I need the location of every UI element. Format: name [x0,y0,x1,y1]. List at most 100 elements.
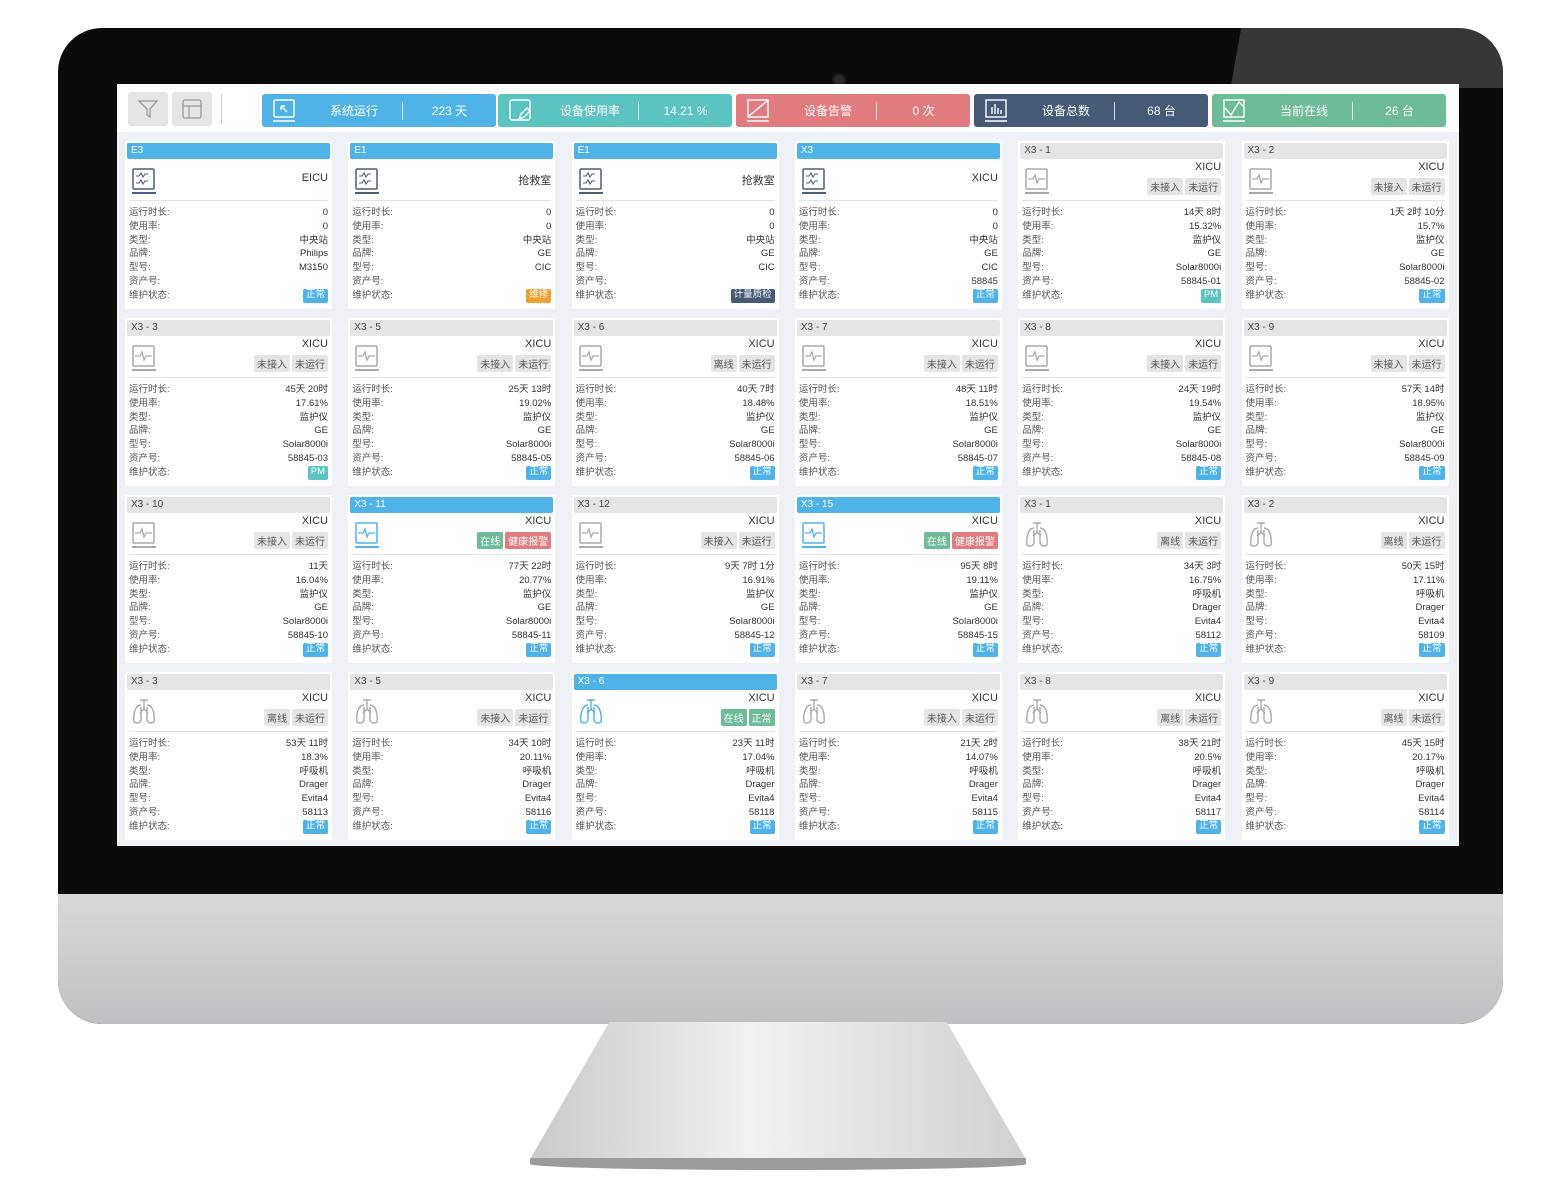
field-label: 维护状态: [352,289,393,301]
card-title: X3 - 5 [350,320,554,336]
device-card[interactable]: X3 XICU 运行时长: 0 使用率: 0 类型: 中央站 品牌: GE 型号: CIC 资产号: 58… [794,141,1002,309]
layout-icon [182,99,202,119]
field-value: 14.07% [965,751,998,763]
device-card[interactable]: X3 - 2 XICU 离线 未运行 运行时长: 50天 15时 使用率: 17.11% 类型:… [1241,495,1449,663]
device-card[interactable]: X3 - 8 XICU 未接入 未运行 运行时长: 24天 19时 使用率: 19.54% 类型… [1018,318,1226,486]
device-card[interactable]: X3 - 3 XICU 未接入 未运行 运行时长: 45天 20时 使用率: 17.61% 类型… [125,318,332,486]
field-label: 品牌: [1022,248,1044,260]
field-row: 运行时长: 48天 11时 [799,383,998,397]
field-row: 使用率: 17.11% [1246,574,1445,588]
device-card[interactable]: X3 - 15 XICU 在线 健康报警 运行时长: 95天 8时 使用率: 19.11% 类型… [794,495,1002,663]
monitor-chin [58,894,1503,1024]
field-label: 型号: [798,262,821,274]
field-value: 9天 7时 1分 [724,561,775,572]
field-label: 资产号: [1022,806,1054,818]
ventilator-icon [354,698,380,731]
device-card[interactable]: X3 - 10 XICU 未接入 未运行 运行时长: 11天 使用率: 16.04% 类型: 监护… [125,495,332,663]
field-label: 资产号: [1245,629,1277,641]
field-label: 类型: [129,588,151,600]
device-card[interactable]: X3 - 9 XICU 离线 未运行 运行时长: 45天 15时 使用率: 20.17% 类型:… [1241,672,1449,840]
field-row: 维护状态: 正常 [576,642,775,657]
card-title: X3 - 8 [1020,320,1224,336]
line-chart-icon [1212,98,1256,124]
card-fields: 运行时长: 0 使用率: 0 类型: 中央站 品牌: GE 型号: CIC 资产号: 维护状态: 计量质… [576,206,775,303]
field-label: 品牌: [1022,602,1044,614]
field-value: 58113 [302,806,328,818]
field-value: 1天 2时 10分 [1389,207,1445,218]
field-value: GE [1207,248,1222,260]
status-tag: 未运行 [515,355,552,372]
stat-label: 当前在线 [1279,104,1328,118]
field-value: 0 [322,220,328,232]
field-row: 维护状态: 正常 [1022,642,1222,657]
field-label: 类型: [352,765,374,777]
device-card[interactable]: X3 - 1 XICU 离线 未运行 运行时长: 34天 3时 使用率: 16.75% 类型: 呼… [1018,495,1226,663]
device-card[interactable]: E1 抢救室 运行时长: 0 使用率: 0 类型: 中央站 品牌: GE 型号: CIC 资产号: 维护状… [571,141,779,309]
field-row: 运行时长: 34天 3时 [1022,560,1221,574]
card-fields: 运行时长: 50天 15时 使用率: 17.11% 类型: 呼吸机 品牌: Drager 型号:… [1246,560,1445,657]
field-value: 58114 [1418,806,1445,818]
status-tag: 在线 [720,709,747,726]
status-tag: 离线 [1380,532,1407,549]
field-row: 资产号: 58845-08 [1022,452,1221,466]
status-tag: 未运行 [738,355,775,372]
field-row: 型号: Solar8000i [576,438,775,452]
field-row: 品牌: Drager [576,778,775,792]
field-value: 监护仪 [1415,234,1445,246]
device-card[interactable]: X3 - 8 XICU 离线 未运行 运行时长: 38天 21时 使用率: 20.5% 类型: 呼… [1018,672,1226,840]
device-card[interactable]: X3 - 5 XICU 未接入 未运行 运行时长: 34天 10时 使用率: 20.11% 类型… [348,672,556,840]
device-card[interactable]: X3 - 7 XICU 未接入 未运行 运行时长: 21天 2时 使用率: 14.07% 类型:… [794,672,1002,840]
field-value: Evita4 [971,793,998,805]
field-row: 使用率: 17.61% [129,397,328,411]
device-card[interactable]: X3 - 5 XICU 未接入 未运行 运行时长: 25天 13时 使用率: 19.02% 类型… [348,318,556,486]
device-card[interactable]: X3 - 6 XICU 离线 未运行 运行时长: 40天 7时 使用率: 18.48% 类型: 监… [571,318,779,486]
field-label: 运行时长: [352,738,393,749]
card-fields: 运行时长: 1天 2时 10分 使用率: 15.7% 类型: 监护仪 品牌: GE 型号: Sol… [1246,206,1445,303]
card-tags: 未接入 未运行 [477,355,552,372]
field-row: 型号: Solar8000i [129,438,328,452]
field-row: 类型: 监护仪 [1022,411,1221,425]
field-value: 17.61% [295,397,328,409]
stat-3[interactable]: 设备告警 0 次 [736,94,970,127]
device-card[interactable]: X3 - 1 XICU 未接入 未运行 运行时长: 14天 8时 使用率: 15.32% 类型:… [1018,141,1226,309]
device-card[interactable]: X3 - 2 XICU 未接入 未运行 运行时长: 1天 2时 10分 使用率: 15.7% 类… [1241,141,1449,309]
field-row: 型号: Evita4 [129,792,328,806]
field-label: 资产号: [575,629,607,641]
field-value: 18.3% [301,751,328,763]
device-card[interactable]: X3 - 12 XICU 未接入 未运行 运行时长: 9天 7时 1分 使用率: 16.91%… [571,495,779,663]
field-row: 型号: Solar8000i [352,615,551,629]
field-label: 品牌: [1245,779,1268,791]
device-card[interactable]: X3 - 9 XICU 未接入 未运行 运行时长: 57天 14时 使用率: 18.95% 类型… [1241,318,1449,486]
device-card[interactable]: X3 - 3 XICU 离线 未运行 运行时长: 53天 11时 使用率: 18.3% 类型: 呼… [125,672,332,840]
device-card[interactable]: X3 - 6 XICU 在线 正常 运行时长: 23天 11时 使用率: 17.04% 类型: 呼… [571,672,779,840]
stat-5[interactable]: 当前在线 26 台 [1212,94,1446,127]
card-tags: 未接入 未运行 [1370,178,1445,195]
stat-4[interactable]: 设备总数 68 台 [974,94,1208,127]
field-value: 0 [546,207,552,218]
field-value: 45天 15时 [1401,738,1445,749]
field-label: 型号: [129,793,151,805]
device-card[interactable]: E3 EICU 运行时长: 0 使用率: 0 类型: 中央站 品牌: Philips 型号: M315… [125,141,332,309]
card-fields: 运行时长: 0 使用率: 0 类型: 中央站 品牌: GE 型号: CIC 资产号: 维护状态: 维修 [352,206,552,303]
field-label: 运行时长: [1022,207,1063,218]
card-divider [352,731,552,732]
field-row: 类型: 监护仪 [352,588,551,602]
device-card[interactable]: X3 - 7 XICU 未接入 未运行 运行时长: 48天 11时 使用率: 18.51% 类型… [794,318,1002,486]
card-tags: 未接入 未运行 [700,532,775,549]
device-card[interactable]: X3 - 11 XICU 在线 健康报警 运行时长: 77天 22时 使用率: 20.77% 类… [348,495,556,663]
card-tags: 未接入 未运行 [923,355,998,372]
device-card[interactable]: E1 抢救室 运行时长: 0 使用率: 0 类型: 中央站 品牌: GE 型号: CIC 资产号: 维护状… [348,141,556,309]
layout-button[interactable] [172,92,212,126]
stat-2[interactable]: 设备使用率 14.21 % [498,94,732,127]
station-icon [578,167,604,200]
status-tag: 未接入 [477,355,514,372]
field-label: 资产号: [352,452,384,464]
field-row: 维护状态: 正常 [1246,288,1445,303]
filter-button[interactable] [128,92,168,126]
field-row: 品牌: GE [576,424,775,438]
field-label: 类型: [575,588,598,600]
field-label: 品牌: [798,248,821,260]
field-label: 资产号: [129,275,161,287]
field-row: 型号: CIC [576,261,775,275]
stat-1[interactable]: 系统运行 223 天 [262,94,496,127]
